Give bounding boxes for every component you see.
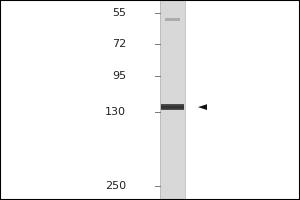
Bar (161, 109, 184, 110)
Text: 55: 55 (112, 8, 126, 18)
Text: 130: 130 (105, 107, 126, 117)
Bar (161, 104, 184, 110)
Bar (161, 108, 184, 109)
Text: 250: 250 (105, 181, 126, 191)
Bar (165, 18, 180, 21)
Bar (161, 104, 184, 105)
Bar (161, 106, 184, 107)
Text: 95: 95 (112, 71, 126, 81)
Bar (161, 105, 184, 106)
Bar (161, 107, 184, 108)
Text: 72: 72 (112, 39, 126, 49)
Bar (160, 0, 185, 200)
Polygon shape (198, 104, 207, 110)
